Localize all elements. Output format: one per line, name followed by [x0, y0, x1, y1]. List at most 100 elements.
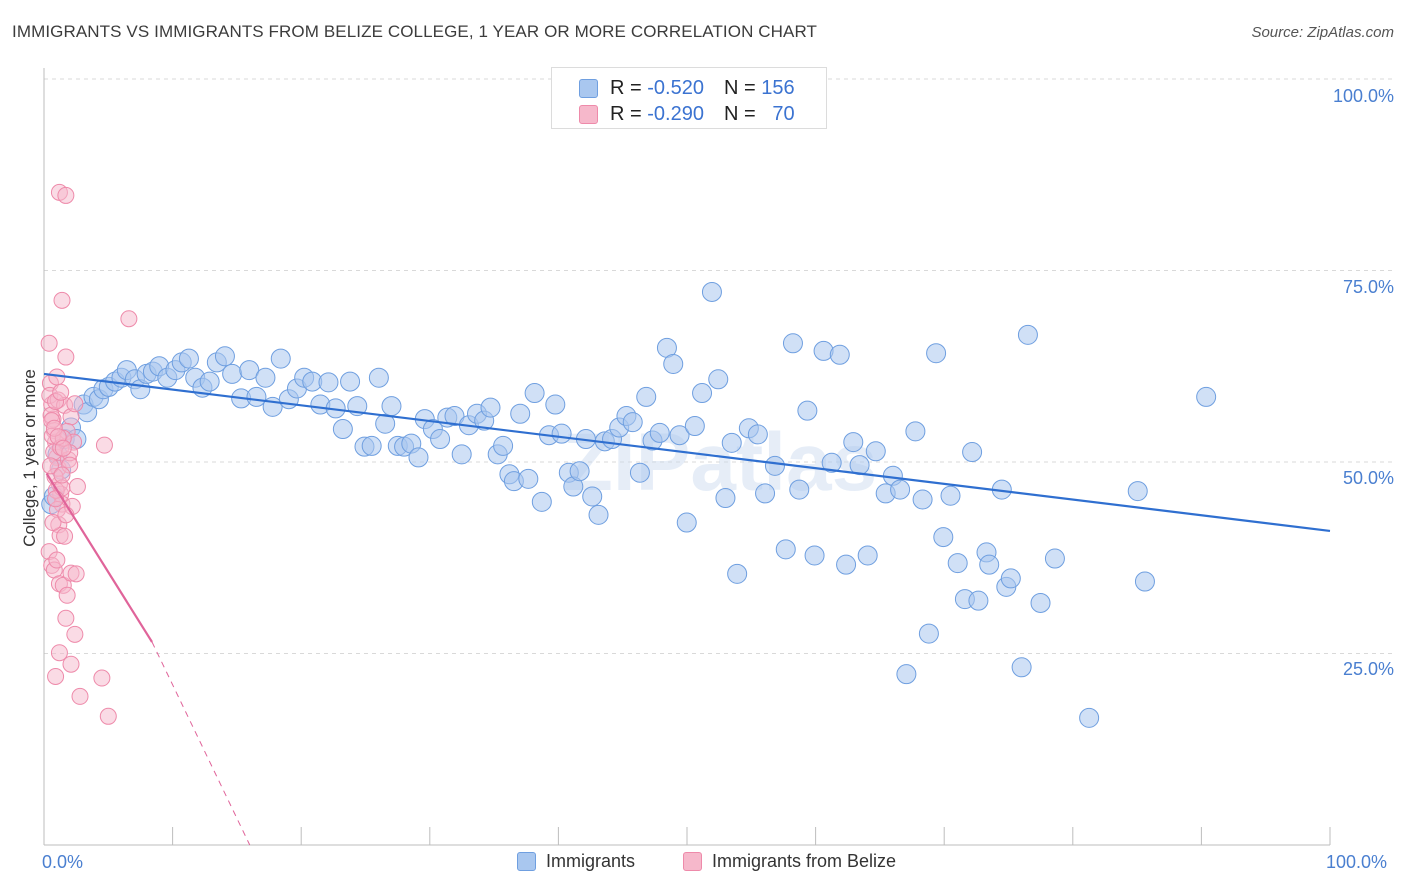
data-point-belize: [47, 667, 65, 685]
data-point-belize: [95, 436, 113, 454]
data-point-immigrants: [569, 461, 590, 482]
data-point-belize: [57, 609, 75, 627]
data-point-immigrants: [255, 367, 276, 388]
data-point-immigrants: [629, 462, 650, 483]
data-point-immigrants: [381, 396, 402, 417]
y-tick-label: 50.0%: [1342, 468, 1394, 488]
pink-swatch-icon: [579, 104, 598, 124]
data-point-belize: [58, 586, 76, 604]
data-point-immigrants: [764, 455, 785, 476]
data-point-immigrants: [444, 406, 465, 427]
data-point-immigrants: [896, 664, 917, 685]
data-point-immigrants: [368, 367, 389, 388]
n-label: N =: [723, 76, 756, 99]
data-point-immigrants: [962, 442, 983, 463]
data-point-immigrants: [755, 483, 776, 504]
data-point-immigrants: [318, 372, 339, 393]
y-tick-label: 25.0%: [1342, 659, 1394, 679]
n-value: 70: [772, 102, 795, 125]
y-tick-label: 100.0%: [1332, 86, 1394, 106]
data-point-immigrants: [918, 623, 939, 644]
data-point-immigrants: [199, 371, 220, 392]
data-point-immigrants: [493, 435, 514, 456]
data-point-immigrants: [663, 353, 684, 374]
n-label: N =: [723, 102, 756, 125]
trend-lines: [43, 372, 1331, 846]
data-point-belize: [48, 551, 66, 569]
data-point-belize: [53, 291, 71, 309]
data-point-immigrants: [588, 504, 609, 525]
legend-item-immigrants[interactable]: Immigrants: [517, 851, 635, 872]
r-value: -0.290: [647, 102, 704, 125]
source-label: Source: ZipAtlas.com: [1251, 24, 1394, 41]
data-point-belize: [56, 527, 74, 545]
data-point-immigrants: [1011, 657, 1032, 678]
data-point-immigrants: [912, 489, 933, 510]
trend-line-belize: [45, 472, 153, 643]
data-point-immigrants: [782, 333, 803, 354]
legend-label: Immigrants from Belize: [712, 851, 897, 871]
data-point-immigrants: [1079, 707, 1100, 728]
data-point-immigrants: [222, 363, 243, 384]
data-point-immigrants: [622, 412, 643, 433]
data-point-immigrants: [524, 383, 545, 404]
data-point-immigrants: [531, 491, 552, 512]
data-point-immigrants: [430, 429, 451, 450]
data-point-belize: [41, 457, 59, 475]
data-point-belize: [62, 655, 80, 673]
data-point-belize: [54, 439, 72, 457]
data-point-belize: [57, 348, 75, 366]
data-point-immigrants: [692, 383, 713, 404]
data-point-belize: [44, 514, 62, 532]
data-point-immigrants: [890, 479, 911, 500]
data-point-immigrants: [829, 344, 850, 365]
data-point-immigrants: [940, 485, 961, 506]
data-point-immigrants: [979, 554, 1000, 575]
y-axis-label: College, 1 year or more: [20, 369, 39, 547]
data-point-immigrants: [715, 488, 736, 509]
data-point-immigrants: [1000, 568, 1021, 589]
data-point-belize: [66, 625, 84, 643]
r-label: R =: [610, 76, 642, 99]
data-point-immigrants: [933, 527, 954, 548]
data-point-immigrants: [510, 403, 531, 424]
data-point-belize: [53, 466, 71, 484]
n-value: 156: [761, 76, 795, 99]
x-tick-label: 0.0%: [42, 852, 84, 872]
data-point-immigrants: [1044, 548, 1065, 569]
chart-title: IMMIGRANTS VS IMMIGRANTS FROM BELIZE COL…: [12, 22, 818, 41]
data-point-immigrants: [721, 432, 742, 453]
data-point-belize: [50, 644, 68, 662]
data-point-immigrants: [649, 422, 670, 443]
legend-label: Immigrants: [546, 851, 636, 871]
data-point-immigrants: [1127, 481, 1148, 502]
data-point-immigrants: [905, 421, 926, 442]
data-point-immigrants: [804, 545, 825, 566]
data-point-immigrants: [843, 432, 864, 453]
data-point-immigrants: [375, 413, 396, 434]
data-point-immigrants: [1030, 592, 1051, 613]
data-point-immigrants: [821, 452, 842, 473]
data-point-immigrants: [246, 386, 267, 407]
stats-legend: R = -0.520 N = 156 R = -0.290 N = 70: [551, 67, 827, 129]
data-point-immigrants: [582, 486, 603, 507]
data-point-immigrants: [968, 590, 989, 611]
data-point-immigrants: [857, 545, 878, 566]
data-point-immigrants: [545, 394, 566, 415]
data-point-immigrants: [1017, 324, 1038, 345]
pink-swatch-icon: [683, 852, 702, 871]
data-point-belize: [52, 383, 70, 401]
data-point-immigrants: [480, 397, 501, 418]
data-point-immigrants: [178, 348, 199, 369]
data-point-immigrants: [408, 447, 429, 468]
data-point-belize: [93, 669, 111, 687]
data-point-immigrants: [361, 435, 382, 456]
data-point-immigrants: [775, 539, 796, 560]
trend-line-immigrants: [43, 372, 1331, 533]
x-tick-label: 100.0%: [1326, 852, 1388, 872]
data-point-immigrants: [340, 371, 361, 392]
legend-item-belize[interactable]: Immigrants from Belize: [683, 851, 896, 872]
data-point-belize: [68, 478, 86, 496]
data-point-immigrants: [451, 444, 472, 465]
